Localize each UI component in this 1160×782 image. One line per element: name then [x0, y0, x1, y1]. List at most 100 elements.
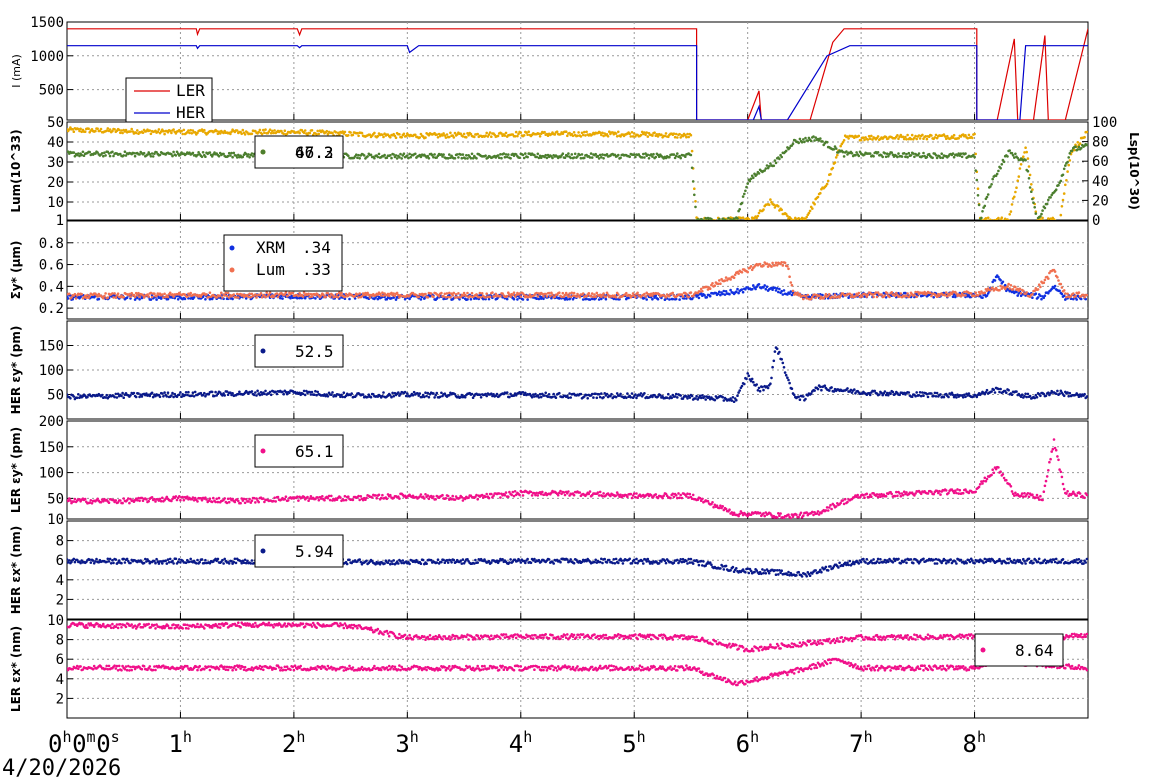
data-point: [115, 396, 119, 399]
data-point: [1033, 289, 1036, 293]
data-point: [511, 293, 515, 297]
data-point: [614, 297, 618, 301]
data-point: [146, 293, 149, 296]
data-point: [516, 298, 519, 301]
data-point: [373, 156, 376, 160]
data-point: [791, 289, 795, 293]
data-point: [69, 397, 72, 400]
data-point: [746, 182, 749, 185]
data-point: [985, 219, 989, 220]
data-point: [414, 152, 417, 156]
data-point: [781, 293, 785, 296]
data-point: [764, 167, 768, 170]
data-point: [690, 166, 694, 170]
data-point: [906, 155, 909, 159]
data-point: [790, 293, 794, 297]
data-point: [684, 134, 687, 137]
data-point: [947, 395, 950, 399]
data-point: [985, 294, 989, 297]
legend-label: XRM: [256, 238, 285, 257]
data-point: [617, 293, 620, 296]
data-point: [808, 209, 812, 213]
data-point: [120, 129, 123, 132]
data-point: [809, 392, 813, 395]
data-point: [382, 294, 385, 298]
data-point: [691, 180, 695, 183]
data-point: [129, 297, 132, 300]
data-point: [478, 393, 482, 397]
data-point: [832, 148, 836, 151]
data-point: [883, 390, 887, 393]
data-point: [634, 155, 637, 159]
data-point: [426, 391, 430, 395]
data-point: [327, 494, 331, 498]
data-point: [846, 135, 849, 138]
data-point: [1013, 195, 1016, 199]
data-point: [909, 154, 913, 157]
data-point: [507, 153, 510, 156]
data-point: [1067, 156, 1070, 159]
data-point: [755, 216, 758, 220]
data-point: [1010, 393, 1014, 397]
data-point: [418, 136, 422, 139]
data-point: [1068, 152, 1072, 155]
data-point: [880, 391, 883, 395]
data-point: [950, 391, 954, 395]
data-point: [586, 397, 589, 400]
data-point: [830, 386, 833, 389]
data-point: [908, 294, 912, 297]
data-point: [232, 293, 236, 296]
data-point: [256, 389, 259, 393]
data-point: [239, 501, 242, 505]
data-point: [1017, 175, 1021, 178]
data-point: [964, 294, 967, 297]
data-point: [237, 392, 240, 396]
data-point: [200, 498, 204, 502]
data-point: [847, 137, 850, 140]
data-point: [406, 392, 409, 395]
data-point: [215, 129, 218, 133]
data-point: [750, 219, 752, 220]
data-point: [907, 151, 911, 155]
data-point: [837, 151, 840, 154]
series-her_emit_y-0: [67, 346, 1088, 404]
data-point: [848, 292, 852, 296]
data-point: [918, 137, 922, 140]
data-point: [96, 127, 99, 130]
data-point: [208, 291, 212, 295]
data-point: [508, 395, 511, 399]
data-point: [696, 294, 700, 297]
data-point: [1061, 173, 1065, 177]
data-point: [149, 155, 153, 158]
data-point: [233, 500, 237, 504]
data-point: [969, 292, 973, 295]
data-point: [218, 132, 222, 135]
data-point: [555, 130, 559, 133]
data-point: [68, 292, 71, 296]
data-point: [235, 129, 239, 132]
data-point: [328, 295, 332, 299]
x-tick-label: 4h: [509, 728, 532, 758]
y-tick-label: 50: [47, 115, 64, 131]
data-point: [943, 294, 947, 297]
data-point: [368, 296, 372, 299]
data-point: [458, 298, 461, 301]
data-point: [390, 395, 393, 399]
data-point: [473, 135, 476, 139]
data-point: [689, 153, 693, 157]
data-point: [237, 499, 240, 503]
data-point: [324, 295, 328, 299]
plot-area: [67, 261, 1088, 302]
data-point: [954, 393, 957, 397]
panel-luminosity: 11020304050020406080100Lsp(10^30)Lum(10^…: [9, 115, 1141, 229]
data-point: [713, 284, 717, 288]
data-point: [739, 216, 743, 220]
data-point: [610, 392, 613, 396]
data-point: [347, 134, 350, 137]
data-point: [876, 291, 880, 294]
data-point: [435, 133, 439, 136]
data-point: [989, 218, 992, 220]
data-point: [536, 152, 540, 156]
data-point: [310, 295, 314, 298]
